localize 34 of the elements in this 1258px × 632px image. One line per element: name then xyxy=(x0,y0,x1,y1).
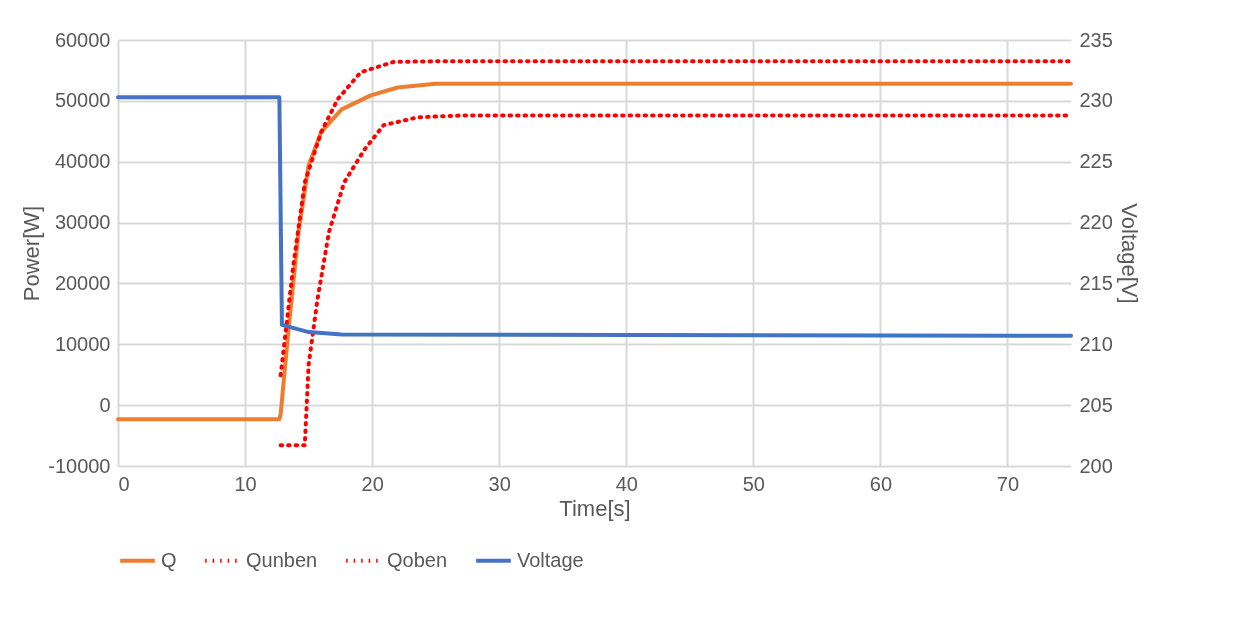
y2-tick-label: 235 xyxy=(1079,28,1113,51)
line-series xyxy=(116,81,1073,422)
y-tick-label: 0 xyxy=(99,393,111,416)
x-tick-label: 0 xyxy=(118,472,130,495)
legend-label: Q xyxy=(161,548,177,571)
line-series xyxy=(116,95,1073,338)
y2-axis-title: Voltage[V] xyxy=(1116,203,1142,304)
line-series xyxy=(278,59,1073,378)
x-tick-label: 30 xyxy=(488,472,511,495)
x-tick-label: 40 xyxy=(615,472,638,495)
y-tick-label: 50000 xyxy=(54,89,111,112)
y-tick-label: -10000 xyxy=(48,454,111,477)
y2-tick-label: 230 xyxy=(1079,89,1113,112)
y-tick-label: 60000 xyxy=(54,28,111,51)
x-tick-label: 60 xyxy=(869,472,893,495)
legend-label: Qunben xyxy=(246,548,318,571)
y2-tick-label: 215 xyxy=(1079,271,1113,294)
x-tick-label: 10 xyxy=(234,472,257,495)
y2-tick-label: 220 xyxy=(1079,211,1113,234)
x-tick-label: 20 xyxy=(361,472,384,495)
y-tick-label: 40000 xyxy=(54,150,111,173)
x-tick-label: 70 xyxy=(996,472,1020,495)
legend-label: Voltage xyxy=(517,548,584,571)
y2-tick-label: 210 xyxy=(1079,332,1113,355)
y-tick-label: 10000 xyxy=(54,332,111,355)
y2-tick-label: 225 xyxy=(1079,150,1113,173)
y2-tick-label: 200 xyxy=(1079,454,1113,477)
y-axis-title: Power[W] xyxy=(19,205,45,302)
y2-tick-label: 205 xyxy=(1079,393,1113,416)
x-tick-label: 50 xyxy=(742,472,765,495)
x-axis-title: Time[s] xyxy=(559,495,631,521)
legend-label: Qoben xyxy=(387,548,448,571)
y-tick-label: 30000 xyxy=(54,211,111,234)
y-tick-label: 20000 xyxy=(54,271,111,294)
